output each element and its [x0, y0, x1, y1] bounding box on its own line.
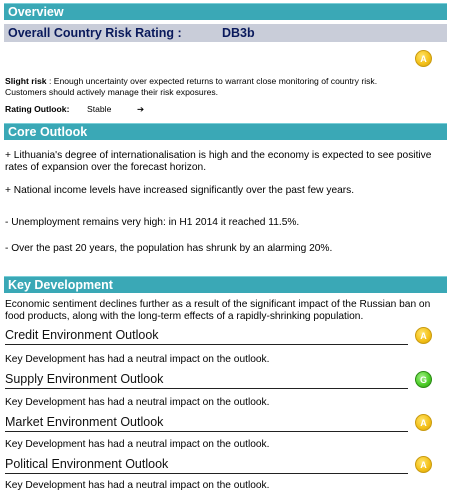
rating-outlook-label: Rating Outlook: — [5, 104, 70, 114]
key-development-header: Key Development — [4, 276, 447, 293]
credit-environment-title: Credit Environment Outlook — [5, 328, 408, 345]
credit-rating-badge: A — [415, 327, 432, 344]
overview-header: Overview — [4, 3, 447, 20]
risk-description: Slight risk : Enough uncertainty over ex… — [5, 76, 405, 98]
market-environment-text: Key Development has had a neutral impact… — [5, 439, 270, 450]
supply-environment-title: Supply Environment Outlook — [5, 372, 408, 389]
risk-title: Slight risk — [5, 76, 47, 86]
risk-text: : Enough uncertainty over expected retur… — [5, 76, 378, 97]
credit-environment-text: Key Development has had a neutral impact… — [5, 354, 270, 365]
political-environment-title: Political Environment Outlook — [5, 457, 408, 474]
overall-rating-bar: Overall Country Risk Rating : DB3b — [4, 24, 447, 42]
political-rating-badge: A — [415, 456, 432, 473]
market-environment-title: Market Environment Outlook — [5, 415, 408, 432]
core-outlook-item: + Lithuania's degree of internationalisa… — [5, 150, 432, 173]
rating-label: Overall Country Risk Rating : — [8, 26, 182, 40]
core-outlook-item: + National income levels have increased … — [5, 185, 355, 196]
rating-outlook-value: Stable — [87, 104, 112, 114]
core-outlook-header: Core Outlook — [4, 123, 447, 140]
key-development-intro: Economic sentiment declines further as a… — [5, 299, 431, 322]
overview-risk-badge: A — [415, 50, 432, 67]
core-outlook-item: - Unemployment remains very high: in H1 … — [5, 217, 300, 228]
rating-value: DB3b — [222, 26, 255, 40]
political-environment-text: Key Development has had a neutral impact… — [5, 480, 270, 491]
market-rating-badge: A — [415, 414, 432, 431]
supply-rating-badge: G — [415, 371, 432, 388]
right-arrow-icon: ➔ — [137, 104, 145, 114]
supply-environment-text: Key Development has had a neutral impact… — [5, 397, 270, 408]
rating-outlook-row: Rating Outlook: Stable ➔ — [5, 104, 144, 115]
core-outlook-item: - Over the past 20 years, the population… — [5, 243, 333, 254]
